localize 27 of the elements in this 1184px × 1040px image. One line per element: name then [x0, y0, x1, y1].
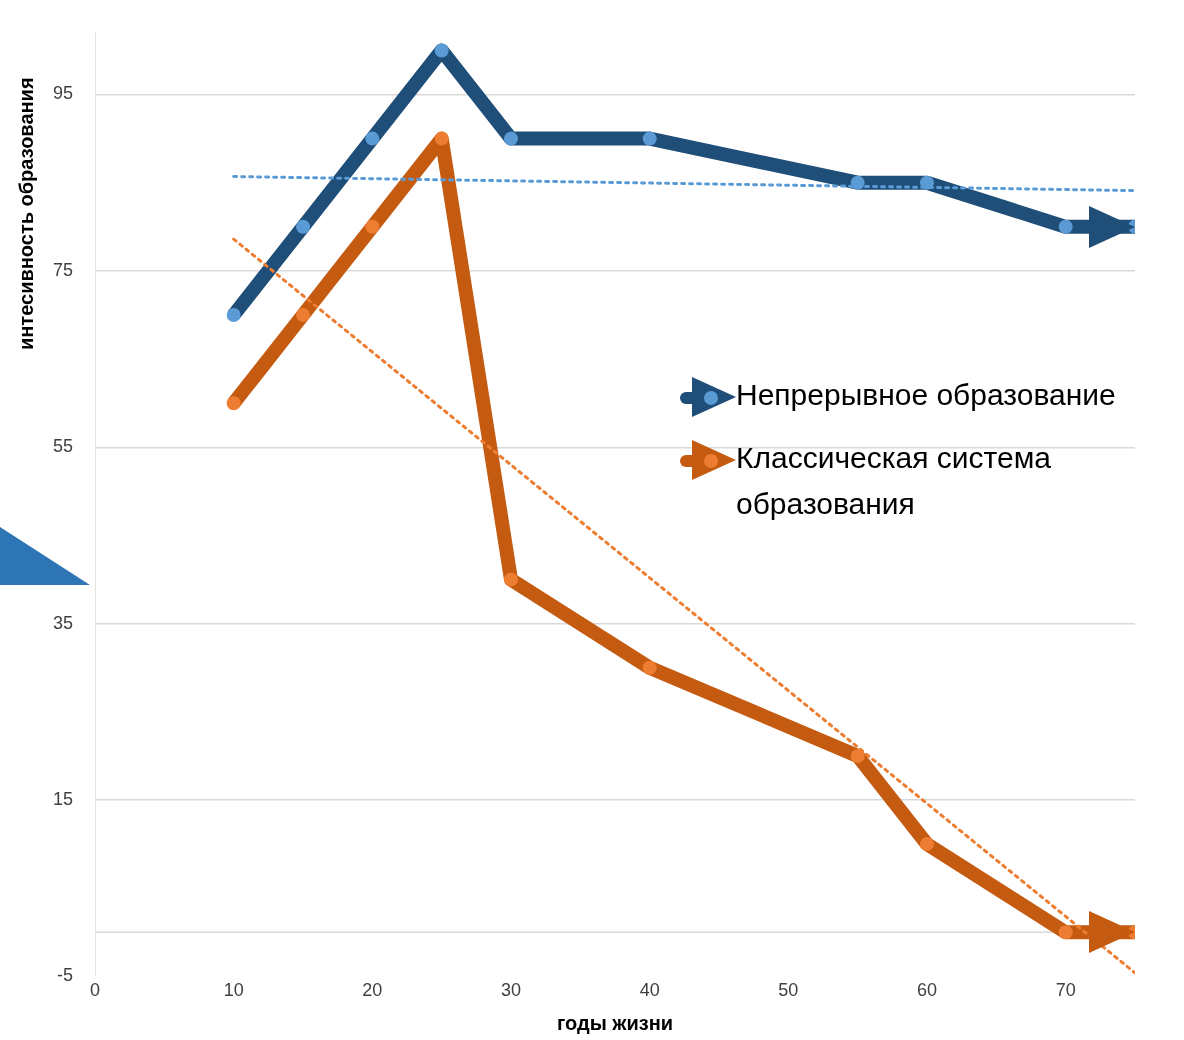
legend-label: Непрерывное образование: [736, 377, 1117, 413]
y-tick-label: 35: [52, 612, 73, 633]
y-axis-title: интесивность образования: [14, 77, 38, 350]
x-tick-label: 40: [639, 980, 660, 1001]
y-tick-label: 75: [52, 259, 73, 280]
point: [365, 219, 380, 234]
point: [296, 308, 310, 322]
y-tick-label: 15: [52, 788, 73, 809]
point: [1058, 925, 1073, 940]
x-axis-title: годы жизни: [556, 1011, 674, 1034]
point: [434, 131, 449, 146]
x-tick-label: 70: [1055, 980, 1076, 1001]
point: [850, 748, 865, 763]
y-tick-label: -5: [56, 965, 73, 986]
point: [920, 837, 934, 852]
point: [504, 572, 518, 587]
x-tick-label: 20: [362, 980, 383, 1001]
x-tick-label: 60: [916, 980, 938, 1001]
y-tick-label: 95: [52, 83, 73, 104]
y-tick-label: 55: [52, 436, 73, 457]
x-tick-label: 10: [223, 980, 244, 1001]
x-tick-label: 0: [89, 980, 101, 1001]
point: [226, 396, 241, 411]
point: [642, 660, 657, 675]
legend-label: Классическая система образования: [736, 440, 1052, 522]
x-tick-label: 30: [500, 980, 522, 1001]
x-tick-label: 50: [778, 980, 799, 1001]
